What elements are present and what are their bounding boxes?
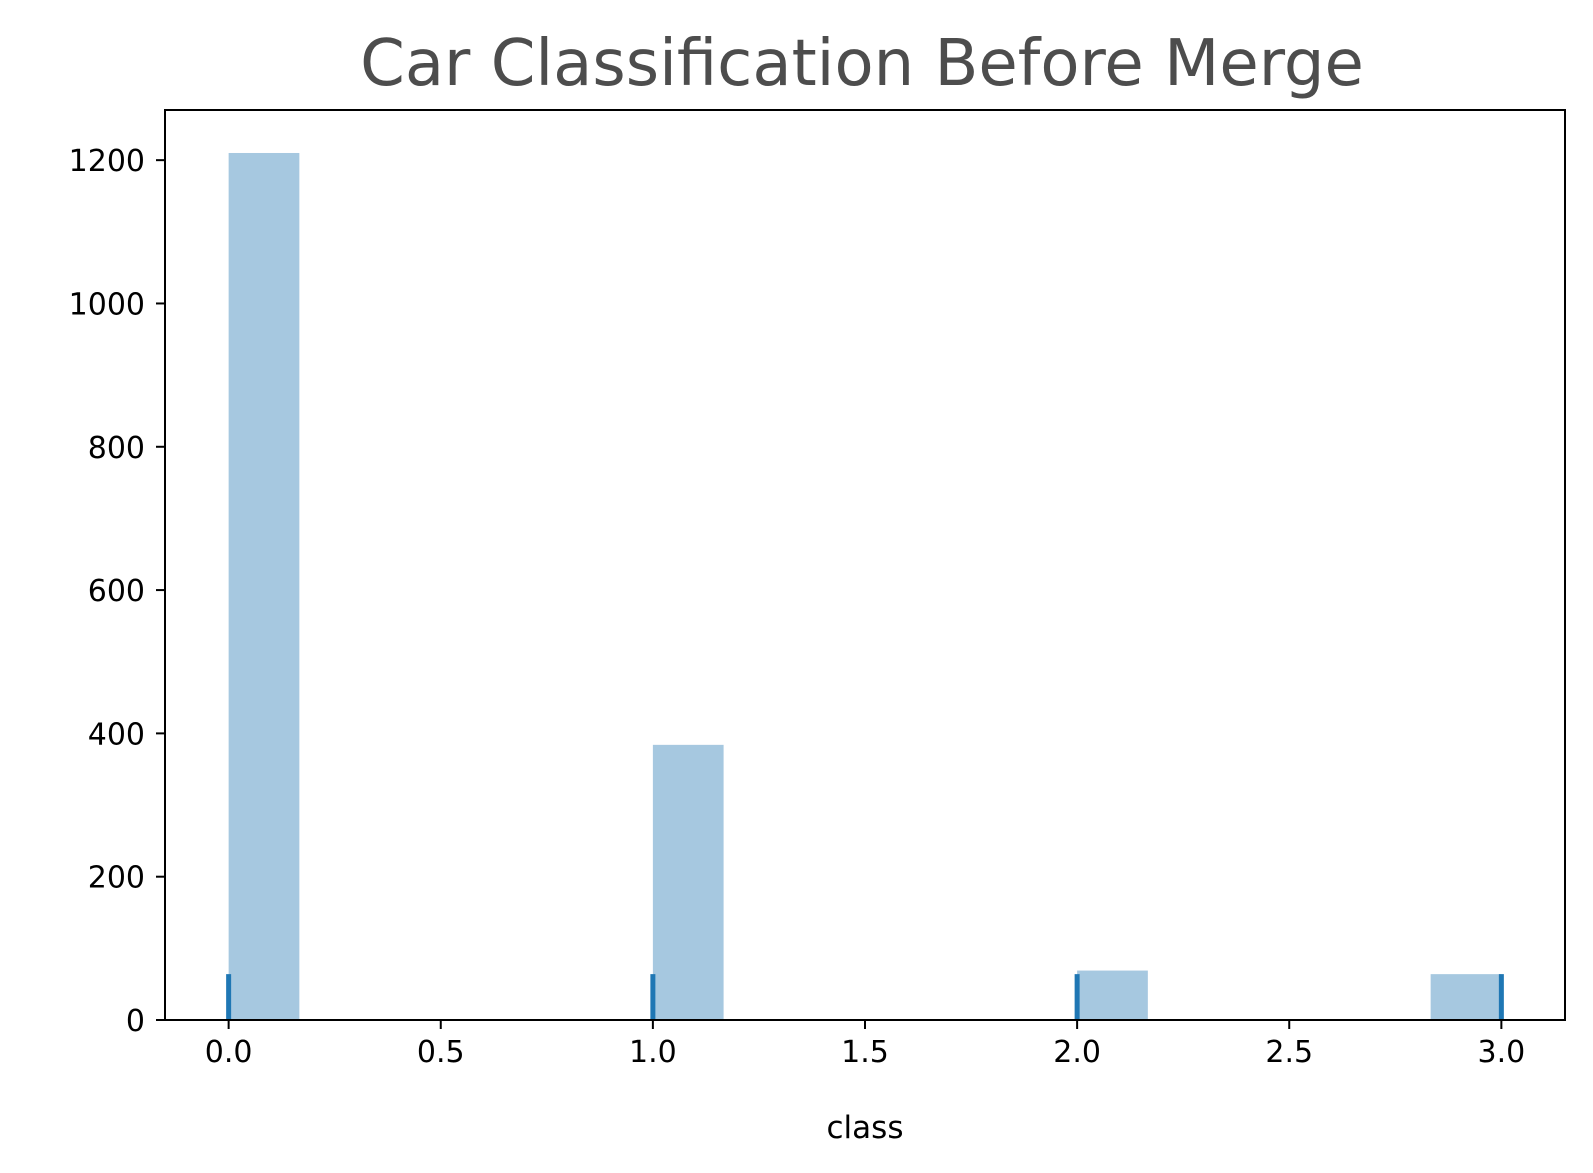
y-tick-label: 600 (88, 574, 145, 609)
y-tick-label: 0 (126, 1004, 145, 1039)
x-tick-label: 0.0 (205, 1035, 253, 1070)
bar-3 (1430, 974, 1502, 1020)
x-tick-label: 3.0 (1478, 1035, 1526, 1070)
chart-title: Car Classification Before Merge (360, 27, 1364, 101)
y-tick-label: 400 (88, 717, 145, 752)
y-tick-label: 200 (88, 861, 145, 896)
y-axis: 0 200 400 600 800 1000 1200 (69, 144, 165, 1039)
bars-layer (228, 152, 1502, 1020)
x-tick-label: 1.5 (841, 1035, 889, 1070)
y-tick-label: 1200 (69, 144, 145, 179)
rug-layer (226, 974, 1504, 1020)
y-tick-label: 1000 (69, 287, 145, 322)
bar-2 (1077, 970, 1148, 1020)
x-tick-label: 2.5 (1265, 1035, 1313, 1070)
y-tick-label: 800 (88, 431, 145, 466)
bar-0 (228, 152, 300, 1020)
bar-1 (652, 744, 724, 1020)
x-axis: 0.0 0.5 1.0 1.5 2.0 2.5 3.0 (205, 1020, 1525, 1070)
x-tick-label: 2.0 (1053, 1035, 1101, 1070)
x-tick-label: 0.5 (417, 1035, 465, 1070)
plot-frame (164, 109, 1566, 1021)
x-axis-label: class (827, 1110, 904, 1146)
x-tick-label: 1.0 (629, 1035, 677, 1070)
